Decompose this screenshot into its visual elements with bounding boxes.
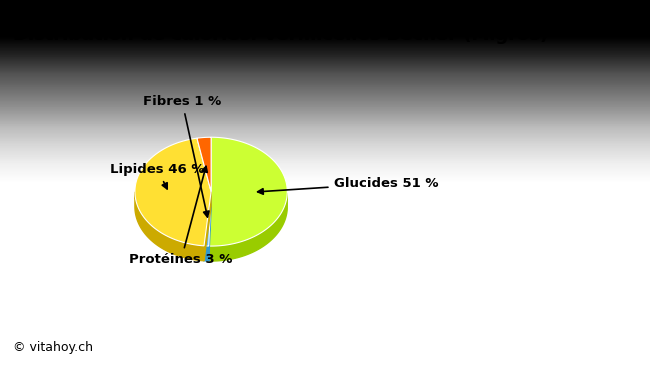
Text: Lipides 46 %: Lipides 46 %	[111, 164, 205, 189]
Polygon shape	[204, 246, 209, 261]
Polygon shape	[209, 137, 287, 246]
Text: Glucides 51 %: Glucides 51 %	[257, 177, 438, 194]
Polygon shape	[135, 192, 204, 261]
Text: © vitahoy.ch: © vitahoy.ch	[13, 341, 93, 354]
Text: Protéines 3 %: Protéines 3 %	[129, 166, 233, 266]
Polygon shape	[209, 192, 211, 261]
Polygon shape	[135, 138, 211, 246]
Polygon shape	[209, 192, 211, 261]
Polygon shape	[209, 193, 287, 261]
Polygon shape	[197, 137, 211, 192]
Text: Fibres 1 %: Fibres 1 %	[143, 95, 222, 217]
Polygon shape	[204, 192, 211, 261]
Polygon shape	[204, 192, 211, 261]
Text: Distribution de calories: Vermicelles Becher (Migros): Distribution de calories: Vermicelles Be…	[13, 26, 548, 43]
Polygon shape	[204, 192, 211, 246]
